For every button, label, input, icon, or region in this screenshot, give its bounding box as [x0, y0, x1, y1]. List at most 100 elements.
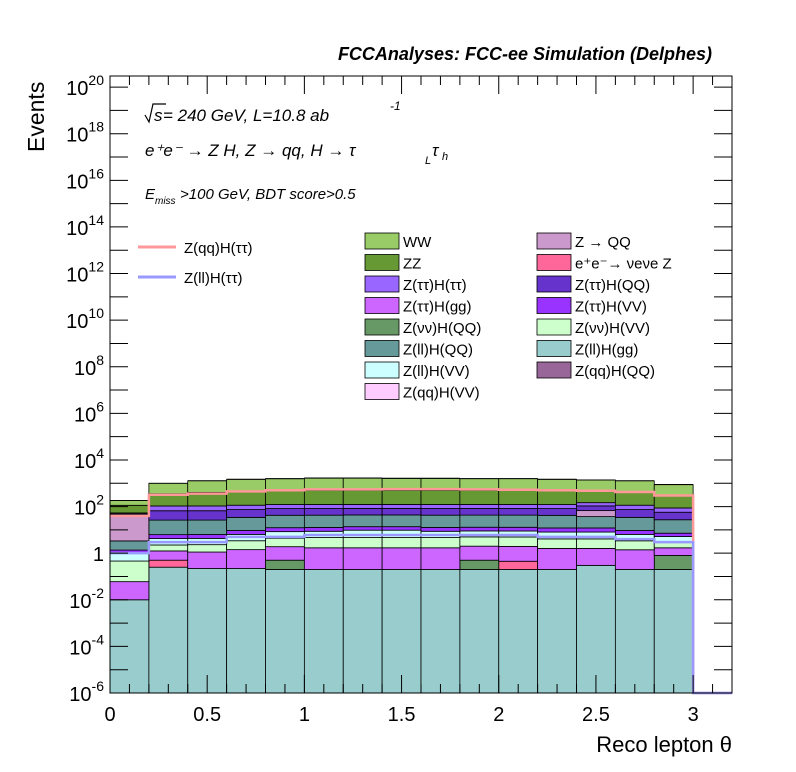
bar-z-h-vv-bin-5 [303, 537, 344, 549]
legend-swatch-z-ll-h-vv [364, 361, 400, 379]
y-tick-label: 106 [74, 398, 104, 426]
legend-label-z-h-qq: Z(ττ)H(QQ) [575, 277, 650, 294]
signal-lines [110, 487, 732, 695]
bar-z-h-gg-bin-11 [537, 548, 577, 570]
bar-z-h-vv-bin-8 [420, 527, 461, 532]
stack-layer-z-h-qq [109, 505, 694, 521]
legend-label-ww: WW [403, 234, 432, 251]
bar-z-h-bin-5 [303, 504, 344, 509]
bar-z-ll-h-qq-bin-9 [459, 514, 500, 528]
bar-z-h-vv-bin-3 [226, 540, 266, 551]
bar-z-ll-h-qq-bin-2 [187, 519, 228, 535]
bar-z-ll-h-qq-bin-11 [537, 514, 577, 529]
bar-z-h-vv-bin-4 [265, 527, 305, 533]
bar-z-h-bin-2 [187, 505, 228, 512]
x-tick-label: 2.5 [582, 704, 610, 726]
bar-e-e-e-e-z-bin-10 [498, 560, 539, 570]
x-tick-label: 0.5 [193, 704, 221, 726]
bar-z-h-qq-bin-9 [459, 508, 500, 516]
x-tick-label: 0 [104, 704, 115, 726]
bar-z-h-vv-bin-7 [381, 526, 422, 531]
bar-ww-bin-1 [148, 482, 189, 495]
bar-z-ll-h-gg-bin-9 [459, 569, 500, 694]
bar-z-h-qq-bin-12 [576, 505, 616, 512]
legend-label-e-e-e-e-z: e⁺e⁻→ νeνe Z [575, 256, 672, 273]
bar-z-ll-h-vv-bin-14 [653, 536, 694, 542]
legend-swatch-ww [364, 232, 400, 250]
bar-z-h-vv-bin-12 [576, 538, 616, 549]
bar-z-ll-h-gg-bin-14 [653, 569, 694, 694]
bar-z-ll-h-qq-bin-14 [653, 519, 694, 534]
legend-swatch-z-qq [536, 232, 572, 250]
y-tick-label: 1016 [66, 165, 104, 193]
bar-z-ll-h-qq-bin-13 [614, 516, 655, 531]
legend-label-z-h-gg: Z(ττ)H(gg) [403, 299, 472, 316]
legend-label-z-ll-h-qq: Z(ll)H(QQ) [403, 342, 473, 359]
bar-z-ll-h-gg-bin-13 [614, 569, 655, 694]
annotation-sqrt-s: s [154, 106, 163, 125]
annotation-cuts-sub: miss [155, 196, 176, 207]
y-tick-label: 1012 [66, 259, 104, 287]
bar-z-h-vv-bin-1 [148, 544, 189, 552]
y-tick-label: 10-2 [69, 585, 104, 613]
signal-line-z-qq-h [110, 487, 732, 695]
bar-z-ll-h-qq-bin-3 [226, 516, 266, 531]
annotation-energy: s = 240 GeV, L=10.8 ab -1 [144, 99, 401, 125]
bar-z-h-bin-12 [576, 502, 616, 507]
legend-label-z-ll-h-gg: Z(ll)H(gg) [575, 342, 638, 359]
bar-z-ll-h-gg-bin-3 [226, 568, 266, 694]
bar-z-h-qq-bin-10 [498, 508, 539, 516]
bar-z-h-gg-bin-3 [226, 549, 266, 569]
legend-label-z-qq-h-qq: Z(qq)H(QQ) [575, 363, 655, 380]
legend-swatch-z-h-vv [536, 297, 572, 314]
bar-z-h-gg-bin-9 [459, 545, 500, 561]
sqrt-symbol [144, 103, 166, 124]
legend-swatch-z-h-vv [536, 318, 572, 336]
legend-swatch-z-h [364, 275, 400, 293]
bar-z-h-gg-bin-8 [420, 547, 461, 570]
bar-zz-bin-9 [459, 489, 500, 505]
stack-layer-z-ll-h-gg [109, 564, 694, 694]
legend-label-z-h-qq: Z(νν)H(QQ) [403, 320, 481, 337]
legend-swatch-z-h-qq [364, 318, 400, 336]
bar-z-h-vv-bin-8 [420, 537, 461, 549]
x-tick-label: 3 [688, 704, 699, 726]
bar-z-ll-h-qq-bin-8 [420, 514, 461, 528]
bar-z-h-qq-bin-1 [148, 510, 189, 521]
legend-label-z-h-vv: Z(νν)H(VV) [575, 320, 650, 337]
bar-z-h-vv-bin-4 [265, 537, 305, 548]
bar-z-h-gg-bin-1 [148, 550, 189, 561]
bar-z-ll-h-gg-bin-4 [265, 569, 305, 694]
legend: Z(qq)H(ττ) Z(ll)H(ττ) WW ZZ Z(ττ)H(ττ) Z(ττ)H… [138, 232, 672, 402]
bar-ww-bin-14 [653, 484, 694, 496]
bar-z-h-bin-1 [148, 505, 189, 512]
legend-label-z-h-vv: Z(ττ)H(VV) [575, 299, 647, 316]
annotation-cuts-e: E [145, 186, 156, 203]
bar-z-h-qq-bin-13 [614, 509, 655, 518]
y-tick-label: 102 [74, 492, 104, 520]
bar-z-h-vv-bin-11 [537, 538, 577, 549]
bar-z-h-qq-bin-14 [653, 511, 694, 521]
legend-swatch-z-qq-h-vv [364, 383, 400, 400]
y-tick-label: 1010 [66, 305, 104, 333]
bar-zz-bin-4 [265, 490, 305, 505]
bar-zz-bin-13 [614, 491, 655, 506]
bar-z-ll-h-qq-bin-1 [148, 519, 189, 536]
bar-z-ll-h-qq-bin-0 [109, 540, 150, 551]
bar-z-ll-h-gg-bin-6 [342, 569, 383, 694]
bar-zz-bin-7 [381, 489, 422, 505]
bar-z-h-qq-bin-9 [459, 559, 500, 570]
annotation-cuts: E miss >100 GeV, BDT score>0.5 [145, 186, 356, 207]
bar-z-h-bin-14 [653, 507, 694, 513]
x-tick-label: 1.5 [388, 704, 416, 726]
legend-swatch-z-h-qq [536, 275, 572, 293]
bar-z-h-vv-bin-11 [537, 527, 577, 533]
stack-layer-zz [109, 489, 694, 514]
y-tick-label: 1 [93, 544, 104, 566]
bar-ww-bin-12 [576, 479, 616, 492]
annotation-energy-text: = 240 GeV, L=10.8 ab [163, 106, 329, 125]
bar-z-h-vv-bin-7 [381, 537, 422, 549]
legend-label-z-qq-h-vv: Z(qq)H(VV) [403, 385, 480, 402]
bar-z-h-qq-bin-2 [187, 510, 228, 521]
legend-swatch-zz [364, 254, 400, 271]
